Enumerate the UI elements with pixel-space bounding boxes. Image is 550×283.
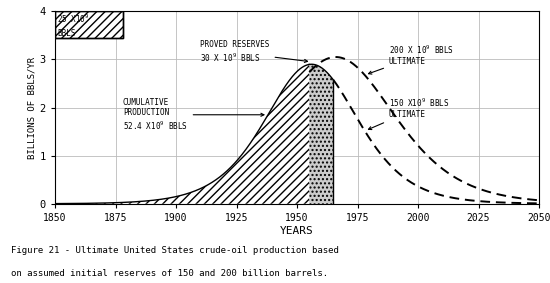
Text: 25 X10$^9$: 25 X10$^9$ xyxy=(57,13,90,25)
Text: PROVED RESERVES
30 X 10$^9$ BBLS: PROVED RESERVES 30 X 10$^9$ BBLS xyxy=(200,40,307,64)
X-axis label: YEARS: YEARS xyxy=(280,226,314,235)
Text: on assumed initial reserves of 150 and 200 billion barrels.: on assumed initial reserves of 150 and 2… xyxy=(11,269,328,278)
Text: CUMULATIVE
PRODUCTION
52.4 X10$^9$ BBLS: CUMULATIVE PRODUCTION 52.4 X10$^9$ BBLS xyxy=(123,98,264,132)
Polygon shape xyxy=(55,11,123,38)
Text: BBLS: BBLS xyxy=(57,29,76,38)
Text: Figure 21 - Ultimate United States crude-oil production based: Figure 21 - Ultimate United States crude… xyxy=(11,246,339,255)
Text: 150 X10$^9$ BBLS
ULTIMATE: 150 X10$^9$ BBLS ULTIMATE xyxy=(368,96,449,130)
Y-axis label: BILLIONS OF BBLS/YR: BILLIONS OF BBLS/YR xyxy=(28,57,37,158)
Text: 200 X 10$^9$ BBLS
ULTIMATE: 200 X 10$^9$ BBLS ULTIMATE xyxy=(368,43,454,74)
